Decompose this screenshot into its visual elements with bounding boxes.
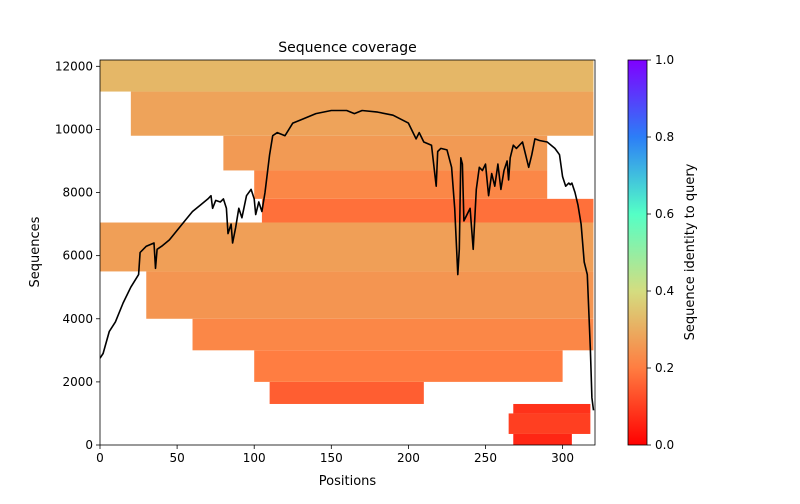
heatmap-band-7 bbox=[100, 222, 594, 272]
y-axis-ticks: 0 2000 4000 6000 8000 10000 12000 bbox=[55, 59, 100, 452]
x-tick-label-1: 50 bbox=[169, 451, 184, 465]
heatmap-band-6 bbox=[146, 271, 594, 319]
heatmap-band-4 bbox=[254, 350, 563, 382]
heatmap-band-3 bbox=[269, 381, 424, 404]
heatmap-band-12 bbox=[100, 60, 594, 92]
heatmap-band-2 bbox=[513, 403, 591, 414]
colorbar-tick-label-4: 0.8 bbox=[655, 130, 674, 144]
coverage-line-layer bbox=[100, 109, 595, 411]
heatmap-band-10 bbox=[223, 135, 548, 171]
x-tick-label-2: 100 bbox=[243, 451, 266, 465]
x-axis-ticks: 0 50 100 150 200 250 300 bbox=[96, 445, 574, 465]
plot-area bbox=[99, 59, 596, 446]
x-tick-label-5: 250 bbox=[474, 451, 497, 465]
heatmap-band-0 bbox=[513, 433, 572, 445]
heatmap-band-1 bbox=[508, 413, 591, 434]
colorbar-tick-label-2: 0.4 bbox=[655, 284, 674, 298]
colorbar-tick-label-1: 0.2 bbox=[655, 361, 674, 375]
colorbar-gradient bbox=[627, 59, 648, 446]
heatmap-layer bbox=[100, 60, 594, 445]
heatmap-band-11 bbox=[130, 91, 594, 136]
chart-title: Sequence coverage bbox=[278, 40, 417, 56]
y-tick-label-0: 0 bbox=[85, 438, 93, 452]
coverage-line bbox=[100, 109, 595, 411]
x-tick-label-4: 200 bbox=[397, 451, 420, 465]
x-tick-label-0: 0 bbox=[96, 451, 104, 465]
heatmap-band-8 bbox=[261, 198, 594, 223]
colorbar-ticks: 0.0 0.2 0.4 0.6 0.8 1.0 bbox=[647, 53, 674, 452]
colorbar-tick-label-5: 1.0 bbox=[655, 53, 674, 67]
colorbar-label: Sequence identity to query bbox=[683, 163, 698, 340]
x-axis-label: Positions bbox=[319, 474, 377, 489]
colorbar: 0.0 0.2 0.4 0.6 0.8 1.0 Sequence identity to … bbox=[627, 53, 698, 452]
heatmap-band-9 bbox=[254, 170, 548, 199]
colorbar-tick-label-0: 0.0 bbox=[655, 438, 674, 452]
y-tick-label-5: 10000 bbox=[55, 122, 93, 136]
y-tick-label-4: 8000 bbox=[62, 186, 93, 200]
y-tick-label-2: 4000 bbox=[62, 312, 93, 326]
x-tick-label-3: 150 bbox=[320, 451, 343, 465]
heatmap-band-5 bbox=[192, 318, 594, 351]
colorbar-tick-label-3: 0.6 bbox=[655, 207, 674, 221]
y-tick-label-3: 6000 bbox=[62, 249, 93, 263]
y-tick-label-6: 12000 bbox=[55, 59, 93, 73]
y-axis-label: Sequences bbox=[28, 216, 43, 287]
x-tick-label-6: 300 bbox=[551, 451, 574, 465]
y-tick-label-1: 2000 bbox=[62, 375, 93, 389]
plot-frame bbox=[99, 59, 596, 446]
